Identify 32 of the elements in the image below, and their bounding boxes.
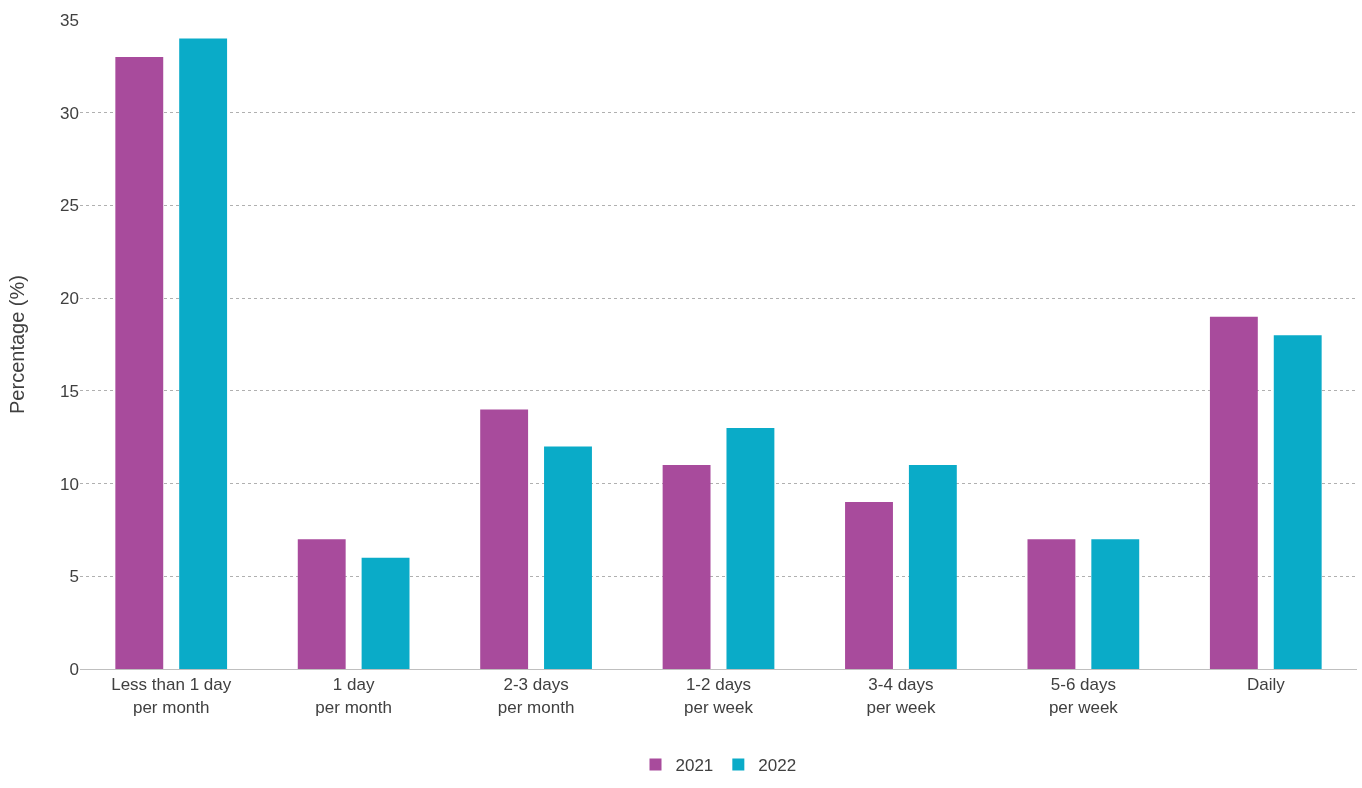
- bar: [480, 409, 529, 669]
- y-tick-label: 25: [60, 196, 79, 216]
- bar: [544, 446, 592, 669]
- x-tick-label: 1 day per month: [315, 675, 392, 717]
- bar: [1273, 335, 1322, 669]
- y-tick-label: 15: [60, 381, 79, 401]
- bar: [726, 427, 775, 669]
- bar: [297, 539, 346, 669]
- y-tick-label: 10: [60, 474, 79, 494]
- x-tick-label: 1-2 days per week: [684, 675, 754, 717]
- y-tick-label: 30: [60, 103, 79, 123]
- bar: [361, 557, 410, 669]
- bar: [1027, 539, 1076, 669]
- x-tick-label: Daily: [1246, 675, 1286, 695]
- y-tick-label: 0: [69, 659, 79, 679]
- x-tick-label: 3-4 days per week: [866, 675, 936, 717]
- bar: [115, 57, 164, 669]
- legend-label: 2022: [758, 756, 797, 776]
- x-tick-label: 2-3 days per month: [497, 675, 575, 717]
- bar: [1091, 539, 1140, 669]
- y-axis-title: Percentage (%): [5, 275, 28, 414]
- bar: [845, 502, 893, 669]
- bar: [662, 465, 711, 669]
- y-tick-label: 5: [69, 567, 79, 587]
- bar: [179, 38, 228, 669]
- legend-label: 2021: [675, 756, 714, 776]
- y-tick-label: 20: [60, 289, 79, 309]
- x-tick-label: Less than 1 day per month: [111, 675, 232, 717]
- bar: [1209, 316, 1258, 669]
- x-tick-label: 5-6 days per week: [1048, 675, 1119, 717]
- bar: [908, 465, 957, 669]
- y-tick-label: 35: [60, 10, 79, 30]
